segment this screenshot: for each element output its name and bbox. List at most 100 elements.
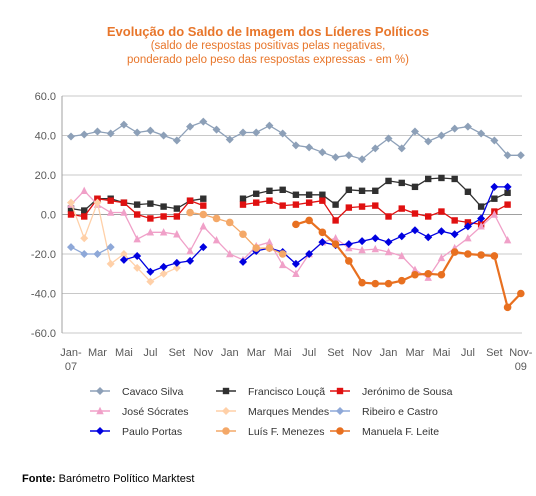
x-tick-label: Nov- (509, 347, 533, 359)
data-point (384, 247, 393, 256)
data-point (504, 189, 511, 196)
data-point (332, 201, 339, 208)
data-point (120, 199, 128, 206)
data-point (516, 151, 525, 160)
legend-marker (336, 407, 344, 415)
data-point (160, 203, 167, 210)
data-point (372, 202, 379, 209)
data-point (490, 252, 499, 260)
data-point (371, 144, 380, 153)
legend-label: José Sócrates (122, 406, 189, 418)
data-point (477, 251, 485, 259)
data-point (358, 237, 367, 246)
data-point (503, 235, 512, 244)
data-point (305, 216, 313, 225)
data-point (503, 303, 512, 312)
data-point (146, 277, 155, 286)
legend-marker (96, 427, 104, 435)
legend-label: Paulo Portas (122, 426, 182, 438)
data-point (318, 238, 327, 247)
data-point (80, 186, 88, 194)
data-point (186, 122, 195, 131)
data-point (358, 155, 367, 164)
data-point (159, 131, 168, 140)
data-point (345, 204, 353, 211)
data-point (238, 257, 247, 266)
data-point (199, 243, 208, 252)
y-tick-label: -60.0 (31, 328, 56, 340)
x-tick-label: Jul (143, 347, 157, 359)
legend-item: José Sócrates (90, 406, 189, 418)
data-point (464, 188, 472, 195)
data-point (173, 213, 181, 220)
data-point (212, 125, 221, 134)
data-point (385, 177, 392, 185)
legend-item: Manuela F. Leite (330, 426, 439, 438)
data-point (279, 202, 286, 209)
data-point (411, 270, 419, 279)
data-point (345, 186, 353, 194)
data-point (398, 179, 405, 187)
data-point (200, 195, 207, 202)
chart-title: Evolução do Saldo de Imagem dos Líderes … (106, 24, 430, 39)
source-label: Fonte: (22, 473, 56, 485)
series-lu-s-f-menezes (186, 208, 287, 258)
legend-item: Marques Mendes (216, 406, 329, 418)
data-point (477, 222, 485, 230)
data-point (146, 267, 155, 276)
data-point (319, 197, 326, 204)
data-point (119, 250, 128, 258)
data-point (450, 230, 459, 239)
data-point (398, 205, 405, 212)
legend-marker (96, 387, 104, 395)
data-point (438, 208, 445, 215)
data-point (318, 148, 327, 157)
x-tick-label: Jan (221, 347, 239, 359)
data-point (358, 245, 366, 254)
data-point (464, 250, 472, 258)
series-line (70, 189, 509, 279)
data-point (133, 251, 142, 260)
data-point (225, 218, 234, 227)
legend-label: Marques Mendes (248, 406, 329, 418)
data-point (199, 222, 207, 230)
data-point (67, 211, 75, 218)
chart-subtitle-line-1: (saldo de respostas positivas pelas nega… (150, 40, 386, 52)
series-manuela-f-leite (292, 216, 525, 312)
data-point (119, 255, 128, 264)
data-point (305, 250, 314, 258)
data-point (344, 240, 353, 249)
x-tick-label: Mar (406, 347, 425, 359)
data-point (106, 243, 115, 252)
x-tick-label: Jul (302, 347, 316, 359)
data-point (292, 201, 300, 208)
data-point (331, 240, 340, 248)
data-point (93, 250, 102, 258)
data-point (491, 195, 498, 202)
source-text: Barómetro Político Marktest (55, 473, 195, 485)
data-point (305, 199, 313, 206)
data-point (278, 260, 287, 269)
data-point (411, 210, 419, 217)
data-point (438, 174, 445, 182)
data-point (490, 136, 499, 145)
data-point (186, 208, 194, 217)
data-point (345, 257, 353, 265)
data-point (133, 128, 142, 137)
data-point (384, 134, 393, 143)
data-point (371, 244, 379, 253)
data-point (397, 144, 406, 153)
data-point (291, 141, 300, 150)
x-tick-label: Set (486, 347, 503, 359)
data-point (80, 130, 89, 139)
data-point (278, 129, 287, 138)
data-point (291, 259, 300, 268)
data-point (305, 191, 313, 198)
data-point (358, 278, 366, 287)
data-point (199, 117, 208, 126)
data-point (159, 269, 168, 278)
data-point (146, 228, 155, 236)
x-tick-label: Mai (433, 347, 451, 359)
data-point (477, 203, 485, 210)
